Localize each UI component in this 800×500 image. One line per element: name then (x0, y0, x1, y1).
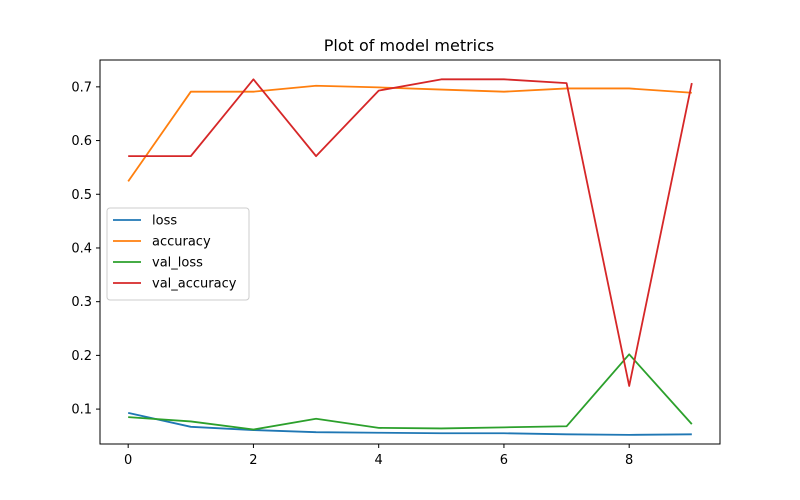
x-axis: 0 2 4 6 8 (124, 444, 633, 468)
x-tick-label: 6 (500, 453, 508, 468)
series-line-accuracy (127, 84, 692, 182)
legend-label: accuracy (152, 235, 211, 250)
series-line-loss (127, 411, 692, 436)
series-line-val-loss (128, 353, 693, 431)
y-tick-label: 0.2 (71, 349, 92, 364)
legend: loss accuracy val_loss val_accuracy (106, 207, 250, 301)
y-tick-label: 0.4 (71, 241, 92, 256)
y-tick-label: 0.3 (71, 295, 92, 310)
legend-label: loss (152, 214, 177, 229)
x-tick-label: 8 (625, 453, 633, 468)
x-tick-label: 4 (375, 453, 383, 468)
series-lines (127, 78, 693, 436)
y-tick-label: 0.1 (71, 403, 92, 418)
y-tick-label: 0.6 (71, 134, 92, 149)
x-tick-label: 0 (124, 453, 132, 468)
legend-box (106, 207, 250, 301)
series-line-val-accuracy (128, 78, 693, 387)
legend-label: val_loss (152, 256, 203, 271)
y-axis: 0.1 0.2 0.3 0.4 0.5 0.6 0.7 (71, 80, 100, 418)
chart-title: Plot of model metrics (324, 36, 495, 55)
plot-area (99, 59, 721, 445)
x-tick-label: 2 (249, 453, 257, 468)
legend-label: val_accuracy (152, 277, 237, 292)
y-tick-label: 0.5 (71, 188, 92, 203)
y-tick-label: 0.7 (71, 80, 92, 95)
